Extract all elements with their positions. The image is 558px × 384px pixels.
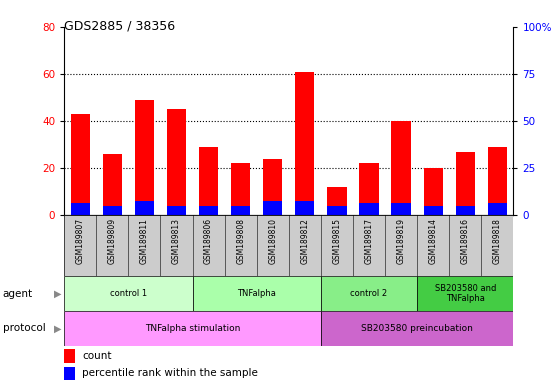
Text: GSM189810: GSM189810: [268, 218, 277, 264]
Bar: [64, 311, 321, 346]
Bar: [135, 100, 154, 215]
Text: GSM189818: GSM189818: [493, 218, 502, 264]
Bar: [392, 203, 411, 215]
Text: control 1: control 1: [110, 289, 147, 298]
Bar: [103, 206, 122, 215]
Text: GSM189817: GSM189817: [364, 218, 373, 264]
Bar: [263, 159, 282, 215]
Bar: [328, 206, 347, 215]
Text: SB203580 preincubation: SB203580 preincubation: [361, 324, 473, 333]
Text: GSM189814: GSM189814: [429, 218, 437, 264]
Bar: [295, 201, 315, 215]
Bar: [328, 187, 347, 215]
Text: GSM189815: GSM189815: [333, 218, 341, 264]
Text: count: count: [82, 351, 112, 361]
Bar: [424, 206, 443, 215]
Bar: [488, 147, 507, 215]
Bar: [321, 311, 513, 346]
Bar: [263, 201, 282, 215]
Bar: [359, 163, 378, 215]
Text: GSM189816: GSM189816: [461, 218, 470, 264]
Text: GSM189807: GSM189807: [76, 218, 85, 264]
Text: TNFalpha: TNFalpha: [237, 289, 276, 298]
Text: control 2: control 2: [350, 289, 388, 298]
Text: GSM189812: GSM189812: [300, 218, 309, 264]
Bar: [64, 367, 75, 380]
Text: GSM189813: GSM189813: [172, 218, 181, 264]
Text: GSM189806: GSM189806: [204, 218, 213, 264]
Text: GSM189819: GSM189819: [397, 218, 406, 264]
Bar: [193, 276, 321, 311]
Bar: [455, 206, 475, 215]
Bar: [70, 114, 90, 215]
Bar: [231, 163, 251, 215]
Bar: [103, 154, 122, 215]
Bar: [295, 71, 315, 215]
Bar: [488, 203, 507, 215]
Bar: [167, 109, 186, 215]
Bar: [231, 206, 251, 215]
Text: GSM189808: GSM189808: [236, 218, 245, 264]
Text: ▶: ▶: [54, 289, 61, 299]
Text: SB203580 and
TNFalpha: SB203580 and TNFalpha: [435, 284, 496, 303]
Bar: [392, 121, 411, 215]
Bar: [64, 276, 193, 311]
Text: ▶: ▶: [54, 323, 61, 333]
Bar: [455, 152, 475, 215]
Text: protocol: protocol: [3, 323, 46, 333]
Bar: [321, 276, 417, 311]
Text: GSM189811: GSM189811: [140, 218, 149, 264]
Text: agent: agent: [3, 289, 33, 299]
Bar: [417, 276, 513, 311]
Bar: [70, 203, 90, 215]
Text: TNFalpha stimulation: TNFalpha stimulation: [145, 324, 240, 333]
Text: percentile rank within the sample: percentile rank within the sample: [82, 368, 258, 378]
Bar: [199, 147, 218, 215]
Bar: [167, 206, 186, 215]
Text: GSM189809: GSM189809: [108, 218, 117, 264]
Bar: [64, 349, 75, 363]
Bar: [135, 201, 154, 215]
Bar: [359, 203, 378, 215]
Text: GDS2885 / 38356: GDS2885 / 38356: [64, 19, 175, 32]
Bar: [424, 168, 443, 215]
Bar: [199, 206, 218, 215]
